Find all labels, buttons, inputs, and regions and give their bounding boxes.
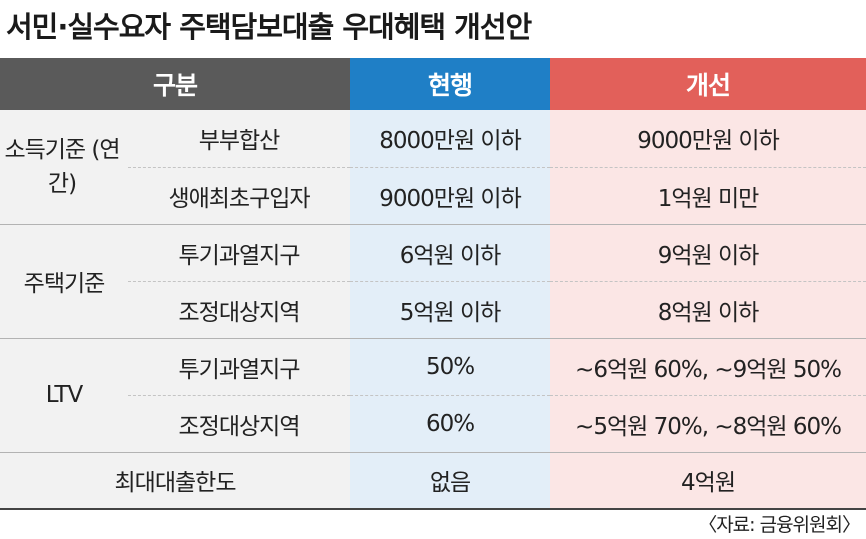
row-sub-label: 조정대상지역 (128, 281, 351, 339)
row-sub-label: 생애최초구입자 (128, 167, 351, 225)
table-row: 최대대출한도 없음 4억원 (0, 452, 866, 510)
row-main-label: 주택기준 (0, 224, 128, 339)
improved-value: 1억원 미만 (550, 167, 866, 225)
table-row: 조정대상지역 60% ~5억원 70%, ~8억원 60% (0, 395, 866, 453)
table-row: 주택기준 투기과열지구 6억원 이하 9억원 이하 (0, 224, 866, 339)
current-value: 6억원 이하 (350, 224, 551, 282)
row-sub-label: 부부합산 (128, 110, 351, 168)
row-main-label: 최대대출한도 (0, 452, 351, 510)
source-note: 〈자료: 금융위원회〉 (698, 514, 861, 536)
header-current: 현행 (350, 58, 551, 110)
row-main-label: LTV (0, 338, 128, 453)
header-improved: 개선 (550, 58, 866, 110)
improved-value: 9억원 이하 (550, 224, 866, 282)
improved-value: 8억원 이하 (550, 281, 866, 339)
current-value: 8000만원 이하 (350, 110, 551, 168)
header-category: 구분 (0, 58, 351, 110)
row-sub-label: 투기과열지구 (128, 224, 351, 282)
row-sub-label: 투기과열지구 (128, 338, 351, 396)
improved-value: ~5억원 70%, ~8억원 60% (550, 395, 866, 453)
table-row: 조정대상지역 5억원 이하 8억원 이하 (0, 281, 866, 339)
table-row: LTV 투기과열지구 50% ~6억원 60%, ~9억원 50% (0, 338, 866, 453)
current-value: 5억원 이하 (350, 281, 551, 339)
current-value: 60% (350, 395, 551, 453)
table-header-row: 구분 현행 개선 (0, 58, 866, 110)
page-title: 서민·실수요자 주택담보대출 우대혜택 개선안 (6, 10, 532, 44)
table-row: 소득기준 (연간) 부부합산 8000만원 이하 9000만원 이하 (0, 110, 866, 225)
comparison-table: 구분 현행 개선 소득기준 (연간) 부부합산 8000만원 이하 9000만원… (0, 58, 866, 510)
current-value: 없음 (350, 452, 551, 510)
current-value: 9000만원 이하 (350, 167, 551, 225)
table-row: 생애최초구입자 9000만원 이하 1억원 미만 (0, 167, 866, 225)
current-value: 50% (350, 338, 551, 396)
improved-value: 9000만원 이하 (550, 110, 866, 168)
improved-value: ~6억원 60%, ~9억원 50% (550, 338, 866, 396)
row-main-label: 소득기준 (연간) (0, 110, 128, 225)
improved-value: 4억원 (550, 452, 866, 510)
row-sub-label: 조정대상지역 (128, 395, 351, 453)
